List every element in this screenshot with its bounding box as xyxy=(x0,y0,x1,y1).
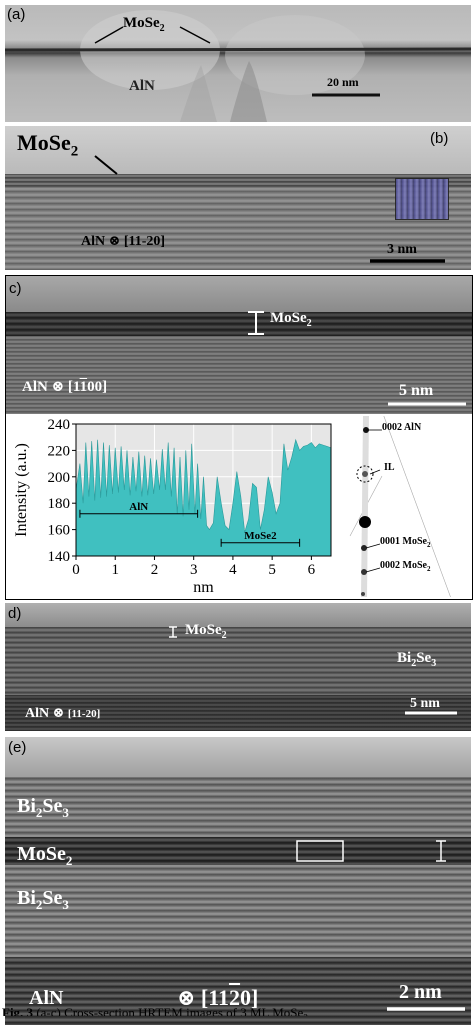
y-tick-label: 160 xyxy=(48,523,71,539)
panel-e-markers xyxy=(296,840,465,1011)
mose2-label-b: MoSe2 xyxy=(17,130,78,160)
mose2-label: MoSe2 xyxy=(123,15,165,34)
panel-d-label: d) xyxy=(8,605,22,622)
panel-e: (e) Bi2Se3 MoSe2 Bi2Se3 AlN ⊗ [1120] 2 n… xyxy=(5,737,471,1025)
panel-e-top-region xyxy=(5,737,471,777)
bi2se3-label-e-top: Bi2Se3 xyxy=(17,795,69,820)
scale-bar-b: 3 nm xyxy=(387,242,417,257)
plot-frame xyxy=(75,423,332,557)
panel-a: (a) MoSe2 AlN 20 nm xyxy=(5,5,471,122)
diff-label-il: IL xyxy=(384,462,395,473)
diff-label-mose2-0002: 0002 MoSe2 xyxy=(380,560,430,573)
x-tick-label: 4 xyxy=(229,562,237,578)
diffraction-spots xyxy=(349,416,451,597)
panel-b: (b) MoSe2 AlN ⊗ [11-20] 3 nm xyxy=(5,126,471,270)
x-tick-label: 6 xyxy=(308,562,316,578)
x-axis-label: nm xyxy=(193,579,214,596)
panel-c-interface xyxy=(6,312,472,336)
diff-label-mose2-0001-base: 0001 MoSe xyxy=(380,536,427,547)
y-tick-label: 200 xyxy=(48,470,71,486)
scale-bar-e: 2 nm xyxy=(399,981,442,1003)
diff-label-mose2-0001-sub: 2 xyxy=(426,541,431,549)
crystal-model-inset xyxy=(395,178,449,220)
bi2se3-label-d: Bi2Se3 xyxy=(397,650,437,669)
bi2se3-label-e-bottom: Bi2Se3 xyxy=(17,887,69,912)
aln-orientation-c-main: AlN ⊗ [1 xyxy=(22,379,80,395)
panel-d: d) MoSe2 Bi2Se3 AlN ⊗ [11-20] 5 nm xyxy=(5,603,471,731)
panel-d-top-region xyxy=(5,603,471,627)
panel-e-substrate xyxy=(5,957,471,1025)
mose2-label-base: MoSe xyxy=(123,15,160,31)
panel-e-mose2-band xyxy=(5,837,471,865)
scale-bar-d: 5 nm xyxy=(410,696,440,711)
mose2-label-sub: 2 xyxy=(159,23,165,34)
aln-orientation-c-bar: 1 xyxy=(79,379,88,395)
annotation-label: AlN xyxy=(129,501,148,513)
x-tick-label: 1 xyxy=(111,562,119,578)
panel-b-interface xyxy=(5,174,471,188)
mose2-label-c-base: MoSe xyxy=(270,310,307,326)
y-tick-label: 180 xyxy=(48,496,71,512)
diff-label-mose2-0002-sub: 2 xyxy=(426,565,431,573)
x-tick-label: 3 xyxy=(190,562,198,578)
y-tick-label: 220 xyxy=(48,443,71,459)
panel-a-label: (a) xyxy=(7,6,26,23)
mose2-label-b-sub: 2 xyxy=(70,143,79,160)
mose2-label-d: MoSe2 xyxy=(185,622,227,641)
x-tick-label: 0 xyxy=(72,562,80,578)
panel-b-top-background xyxy=(5,126,471,178)
panel-c-label: c) xyxy=(9,280,22,297)
panel-b-label: (b) xyxy=(430,130,449,147)
aln-orientation-c-end: 00] xyxy=(87,379,108,395)
mose2-label-e: MoSe2 xyxy=(17,843,73,868)
mose2-label-b-base: MoSe xyxy=(17,130,71,155)
panel-e-label: (e) xyxy=(8,739,27,756)
aln-label-e: AlN xyxy=(29,987,64,1009)
panel-d-substrate xyxy=(5,695,471,731)
intensity-profile-chart: 140 160 180 200 220 240 0 1 2 3 4 5 6 nm Intensity (a.… xyxy=(13,417,332,596)
mose2-label-c: MoSe2 xyxy=(270,310,312,329)
annotation-label: MoSe2 xyxy=(244,530,277,542)
aln-orientation-d: AlN ⊗ [11-20] xyxy=(25,706,101,721)
figure-caption: Fig. 3 (a-c) Cross-section HRTEM images … xyxy=(2,1006,308,1016)
panel-d-markers xyxy=(169,626,457,715)
panel-c-lower: 140 160 180 200 220 240 0 1 2 3 4 5 6 nm Intensity (a.… xyxy=(6,414,472,599)
y-tick-label: 240 xyxy=(48,417,71,433)
y-axis-label: Intensity (a.u.) xyxy=(13,443,30,537)
diffraction-pattern: 0002 AlN IL 0001 MoSe2 0002 MoSe2 xyxy=(342,416,470,597)
panel-c-markers xyxy=(248,311,466,406)
scale-bar-label: 20 nm xyxy=(327,75,359,89)
intensity-area xyxy=(75,438,332,557)
mose2-pointer-b xyxy=(94,155,445,263)
diff-label-mose2-0001: 0001 MoSe2 xyxy=(380,536,430,549)
panel-a-image xyxy=(5,10,471,122)
diff-label-aln-0002: 0002 AlN xyxy=(382,422,422,433)
panel-c-top-region xyxy=(6,276,472,312)
mose2-label-c-sub: 2 xyxy=(306,318,312,329)
aln-orientation-c: AlN ⊗ [1100] xyxy=(22,377,107,396)
scale-bar-c: 5 nm xyxy=(399,382,434,399)
diff-label-mose2-0002-base: 0002 MoSe xyxy=(380,560,427,571)
panel-c: c) MoSe2 AlN ⊗ [1100] 5 nm 140 160 180 200 2… xyxy=(5,275,473,600)
x-tick-label: 2 xyxy=(151,562,159,578)
x-tick-label: 5 xyxy=(268,562,276,578)
zone-axis-e: ⊗ [1120] xyxy=(177,985,259,1010)
y-tick-label: 140 xyxy=(48,549,71,565)
aln-label: AlN xyxy=(129,78,155,94)
panel-c-image xyxy=(6,276,472,414)
aln-orientation-b: AlN ⊗ [11-20] xyxy=(81,234,166,249)
